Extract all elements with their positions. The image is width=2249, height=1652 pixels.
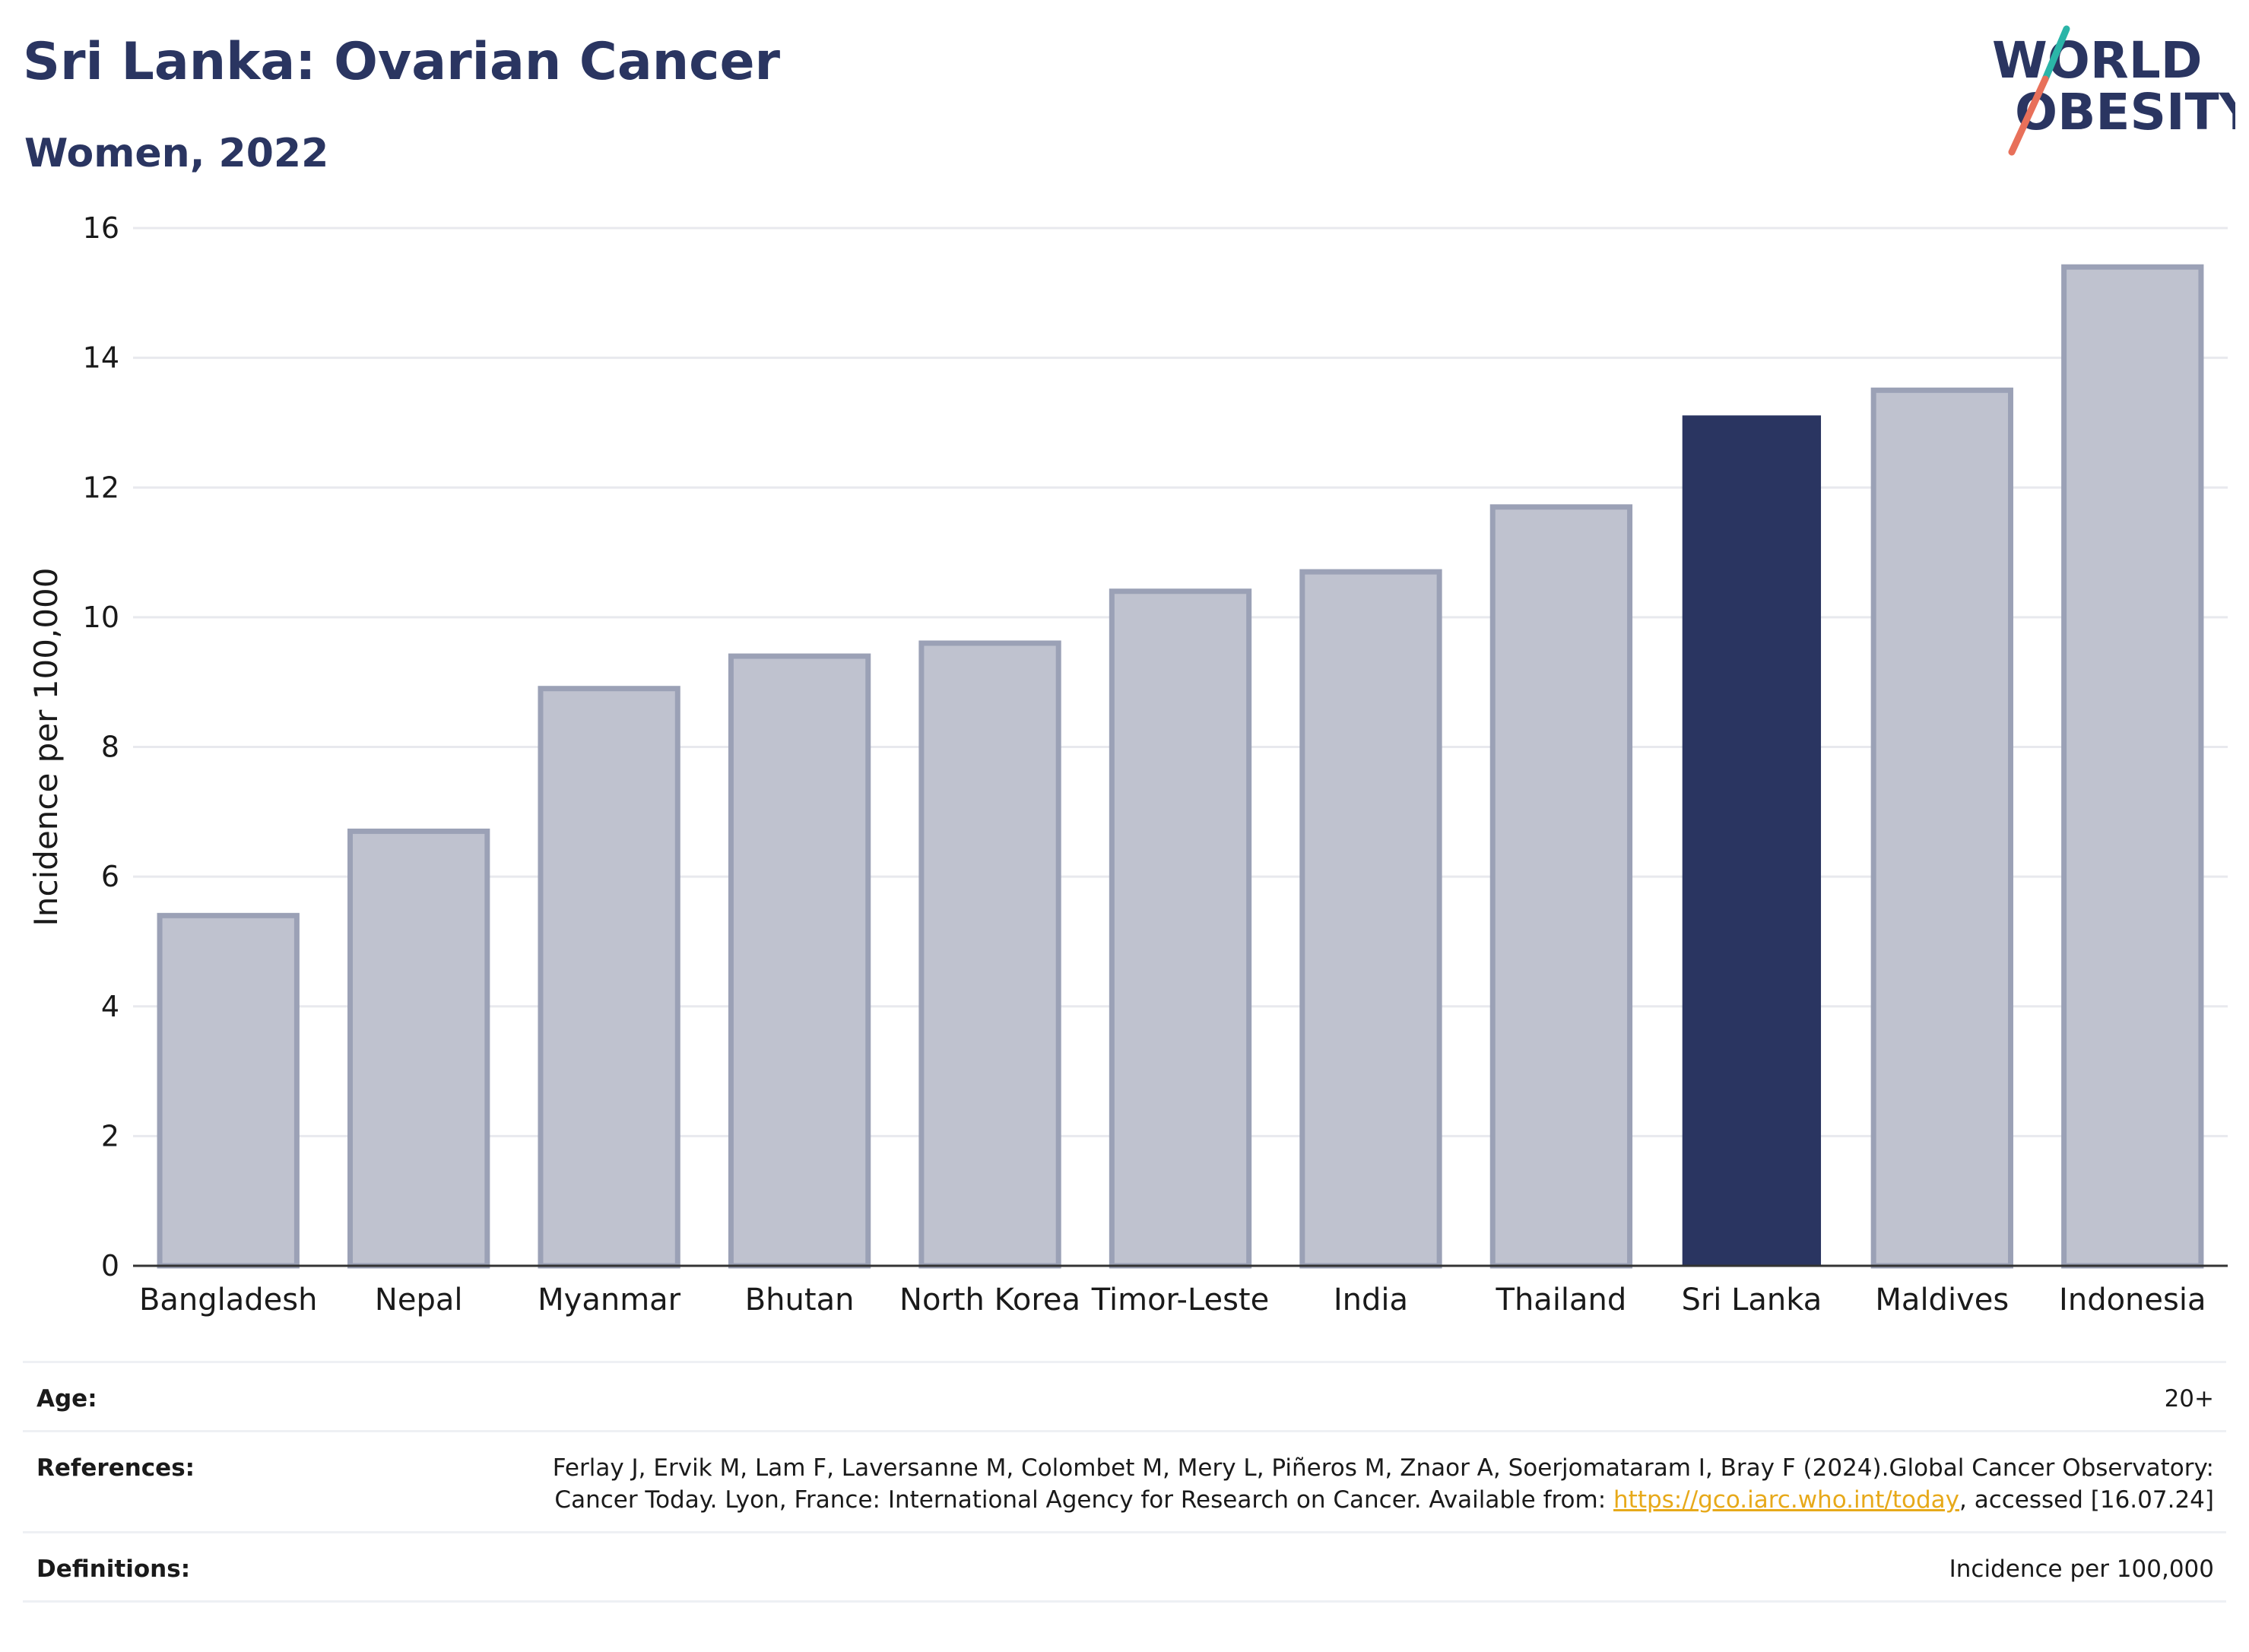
bar-thailand <box>1489 504 1633 1269</box>
x-tick-label: Myanmar <box>538 1283 681 1317</box>
references-label: References: <box>36 1454 195 1482</box>
x-tick-label: Timor-Leste <box>1091 1283 1269 1317</box>
y-tick-label: 6 <box>101 860 119 893</box>
bar-sri-lanka <box>1682 415 1822 1267</box>
references-suffix: , accessed [16.07.24] <box>1959 1486 2214 1514</box>
bar-north-korea <box>918 640 1061 1269</box>
y-tick-label: 12 <box>83 471 119 504</box>
x-tick-label: Maldives <box>1875 1283 2009 1317</box>
y-tick-label: 14 <box>83 341 119 375</box>
x-tick-label: Thailand <box>1496 1283 1627 1317</box>
definitions-row: Definitions: Incidence per 100,000 <box>23 1531 2226 1603</box>
x-tick-label: Bangladesh <box>139 1283 318 1317</box>
x-tick-label: Nepal <box>375 1283 463 1317</box>
chart-title: Sri Lanka: Ovarian Cancer <box>23 32 781 92</box>
logo-text-obesity: OBESITY <box>2015 83 2235 141</box>
chart-subtitle: Women, 2022 <box>24 131 329 176</box>
age-value: 20+ <box>2164 1385 2214 1413</box>
y-tick-label: 4 <box>101 990 119 1023</box>
bar-maldives <box>1870 387 2013 1269</box>
bar-myanmar <box>538 686 680 1269</box>
y-axis-label: Incidence per 100,000 <box>27 568 65 927</box>
y-tick-label: 0 <box>101 1249 119 1283</box>
bar-bhutan <box>728 653 871 1269</box>
x-tick-label: India <box>1334 1283 1408 1317</box>
references-value: Ferlay J, Ervik M, Lam F, Laversanne M, … <box>465 1452 2214 1516</box>
bar-indonesia <box>2061 264 2204 1269</box>
y-tick-label: 8 <box>101 731 119 764</box>
x-tick-labels: Bangladesh Nepal Myanmar Bhutan North Korea T… <box>139 1283 2206 1317</box>
bar-nepal <box>347 828 490 1269</box>
x-tick-label: Indonesia <box>2059 1283 2206 1317</box>
bar-chart: 0 2 4 6 8 10 12 14 16 Bangladesh Nepal Myanmar Bhut… <box>27 211 2228 1317</box>
logo-slash-teal <box>2041 25 2070 83</box>
definitions-value: Incidence per 100,000 <box>1949 1555 2214 1583</box>
y-tick-label: 10 <box>83 601 119 634</box>
x-tick-label: Sri Lanka <box>1681 1283 1822 1317</box>
y-tick-labels: 0 2 4 6 8 10 12 14 16 <box>83 211 119 1283</box>
y-tick-label: 16 <box>83 211 119 245</box>
references-row: References: Ferlay J, Ervik M, Lam F, La… <box>23 1430 2226 1531</box>
bar-india <box>1299 569 1442 1269</box>
x-tick-label: Bhutan <box>745 1283 855 1317</box>
age-label: Age: <box>36 1385 97 1413</box>
y-tick-label: 2 <box>101 1119 119 1153</box>
references-link[interactable]: https://gco.iarc.who.int/today <box>1613 1486 1959 1514</box>
logo-text-world: WORLD <box>1992 31 2203 90</box>
bars <box>157 264 2204 1269</box>
definitions-label: Definitions: <box>36 1555 191 1583</box>
age-row: Age: 20+ <box>23 1361 2226 1430</box>
references-text: Ferlay J, Ervik M, Lam F, Laversanne M, … <box>552 1454 2214 1514</box>
logo-slash-coral <box>2008 75 2049 156</box>
metadata-table: Age: 20+ References: Ferlay J, Ervik M, … <box>23 1361 2226 1603</box>
x-tick-label: North Korea <box>899 1283 1080 1317</box>
world-obesity-logo: WORLD OBESITY <box>1992 25 2235 156</box>
bar-timor-leste <box>1109 588 1252 1269</box>
bar-bangladesh <box>157 912 300 1269</box>
